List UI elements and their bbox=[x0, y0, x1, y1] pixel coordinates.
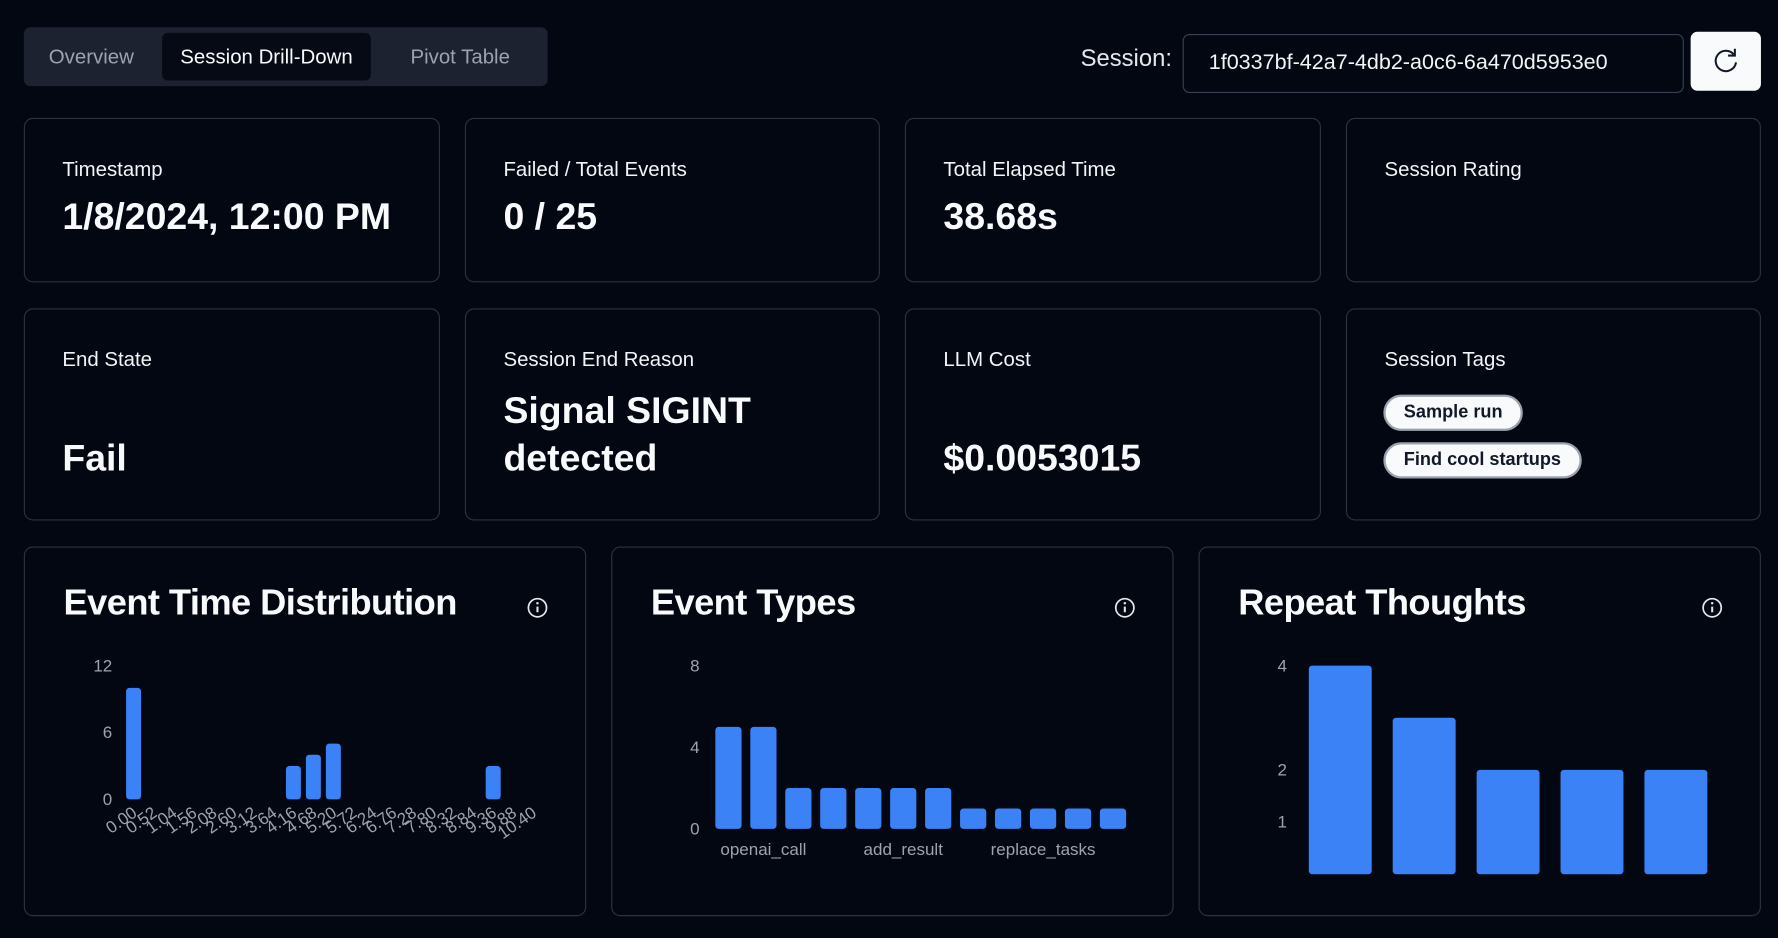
card-label: Total Elapsed Time bbox=[943, 157, 1116, 181]
card-label: Timestamp bbox=[62, 157, 163, 181]
tag[interactable]: Find cool startups bbox=[1383, 442, 1582, 479]
x-tick-label: add_result bbox=[864, 840, 944, 859]
card-label: Failed / Total Events bbox=[503, 157, 687, 181]
card-label: LLM Cost bbox=[943, 348, 1031, 371]
info-dot bbox=[1123, 601, 1127, 605]
bar bbox=[1392, 717, 1456, 875]
card-value: Signal SIGINT detected bbox=[503, 388, 751, 479]
y-tick-label: 0 bbox=[103, 790, 112, 809]
tag-list: Sample run Find cool startups bbox=[1383, 394, 1759, 490]
chart: Repeat Thoughts 1 2 4 bbox=[1198, 546, 1761, 917]
info-circle bbox=[1702, 597, 1723, 618]
y-tick-label: 0 bbox=[690, 820, 699, 839]
chart: Event Time Distribution06120.000.521.041… bbox=[23, 546, 587, 917]
card: LLM Cost $0.0053015 bbox=[904, 308, 1321, 521]
info-dot bbox=[1710, 601, 1714, 605]
card-value: $0.0053015 bbox=[943, 436, 1142, 479]
bar bbox=[325, 743, 341, 800]
y-tick-label: 1 bbox=[1278, 813, 1287, 832]
card: Session End Reason Signal SIGINT detecte… bbox=[464, 308, 880, 521]
card: Session Tags Sample run Find cool startu… bbox=[1345, 308, 1761, 521]
bar bbox=[925, 788, 952, 829]
card-value: 0 / 25 bbox=[503, 195, 598, 237]
bar bbox=[750, 726, 777, 829]
card-value: Fail bbox=[62, 436, 127, 479]
y-tick-label: 4 bbox=[690, 738, 699, 757]
info-circle bbox=[527, 597, 548, 618]
card: Failed / Total Events 0 / 25 bbox=[464, 117, 880, 283]
bar bbox=[1064, 808, 1092, 829]
tab[interactable]: Overview bbox=[48, 45, 134, 69]
tag[interactable]: Sample run bbox=[1383, 394, 1523, 431]
session-input[interactable]: 1f0337bf-42a7-4db2-a0c6-6a470d5953e0 bbox=[1182, 34, 1684, 93]
bar bbox=[960, 808, 987, 829]
bar bbox=[890, 788, 917, 829]
tab[interactable]: Pivot Table bbox=[410, 45, 510, 69]
bar bbox=[1099, 808, 1127, 829]
chart: Event Types 0 4 8 openai_call add_result repla… bbox=[611, 546, 1174, 917]
bar bbox=[126, 687, 142, 800]
bar bbox=[715, 726, 742, 829]
refresh-icon bbox=[1714, 48, 1738, 73]
card-label: Session Tags bbox=[1384, 348, 1506, 371]
bar bbox=[820, 788, 847, 829]
bar bbox=[305, 754, 321, 800]
info-circle bbox=[1114, 597, 1135, 618]
session-label: Session: bbox=[1080, 45, 1172, 72]
y-tick-label: 4 bbox=[1278, 656, 1287, 675]
bar bbox=[855, 788, 882, 829]
tab-bar: Overview Session Drill-Down Pivot Table bbox=[23, 27, 548, 87]
chart-title: Event Types bbox=[651, 582, 856, 623]
y-tick-label: 12 bbox=[93, 656, 112, 675]
y-tick-label: 2 bbox=[1278, 761, 1287, 780]
card-value: 1/8/2024, 12:00 PM bbox=[62, 195, 392, 237]
card-label: Session End Reason bbox=[503, 348, 695, 371]
tab-active[interactable]: Session Drill-Down bbox=[162, 32, 371, 81]
x-tick-label: openai_call bbox=[720, 840, 806, 859]
card: Total Elapsed Time 38.68s bbox=[904, 117, 1321, 283]
card-label: Session Rating bbox=[1384, 157, 1522, 181]
chart-title: Event Time Distribution bbox=[63, 582, 456, 623]
chart-title: Repeat Thoughts bbox=[1238, 582, 1526, 623]
x-tick-label: replace_tasks bbox=[991, 840, 1096, 859]
bar bbox=[1308, 665, 1372, 875]
card-label: End State bbox=[62, 348, 153, 371]
info-dot bbox=[536, 601, 539, 605]
bar bbox=[785, 788, 812, 829]
card: Timestamp 1/8/2024, 12:00 PM bbox=[23, 117, 440, 283]
info-icon[interactable] bbox=[1114, 597, 1135, 618]
bar bbox=[1476, 769, 1540, 875]
card: End State Fail bbox=[23, 308, 440, 521]
bar bbox=[1029, 808, 1057, 829]
y-tick-label: 8 bbox=[690, 656, 699, 675]
bar bbox=[1644, 769, 1708, 875]
card-value: 38.68s bbox=[943, 195, 1058, 237]
info-icon[interactable] bbox=[1702, 597, 1723, 618]
card: Session Rating bbox=[1345, 117, 1761, 283]
bar bbox=[285, 765, 301, 800]
refresh-button[interactable] bbox=[1690, 31, 1761, 91]
bar bbox=[1560, 769, 1624, 875]
bar bbox=[995, 808, 1022, 829]
y-tick-label: 6 bbox=[103, 723, 112, 742]
info-icon[interactable] bbox=[527, 597, 548, 618]
bar bbox=[485, 765, 501, 800]
